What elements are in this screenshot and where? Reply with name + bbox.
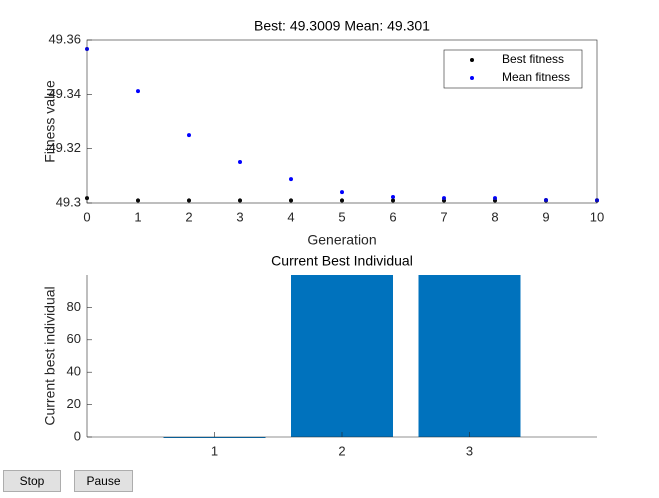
y-axis-label: Current best individual — [42, 286, 58, 425]
x-tick-label: 8 — [491, 209, 498, 224]
x-axis-label: Generation — [307, 232, 376, 248]
y-tick-label: 0 — [74, 428, 81, 443]
data-point — [238, 159, 242, 164]
y-tick-label: 40 — [67, 364, 81, 379]
data-point — [340, 190, 344, 195]
y-tick-label: 49.36 — [48, 31, 81, 46]
x-tick-label: 7 — [440, 209, 447, 224]
x-tick-label: 4 — [287, 209, 294, 224]
legend-marker — [470, 58, 474, 62]
x-tick-label: 3 — [466, 443, 473, 458]
x-axis-label: Number of variables (3) — [269, 466, 415, 468]
bar — [291, 275, 393, 437]
pause-button[interactable]: Pause — [74, 470, 133, 492]
y-tick-label: 20 — [67, 396, 81, 411]
data-point — [289, 177, 293, 182]
bar — [418, 275, 521, 437]
data-point — [136, 89, 140, 94]
y-tick-label: 49.32 — [48, 140, 81, 155]
data-point — [391, 195, 395, 200]
legend-entry: Best fitness — [502, 52, 564, 66]
y-axis-label: Fitness value — [42, 80, 58, 163]
x-tick-label: 1 — [211, 443, 218, 458]
x-tick-label: 5 — [338, 209, 345, 224]
legend-marker — [470, 76, 474, 80]
data-point — [187, 133, 191, 138]
x-tick-label: 3 — [236, 209, 243, 224]
legend-box — [443, 49, 583, 89]
x-tick-label: 6 — [389, 209, 396, 224]
x-tick-label: 10 — [590, 209, 604, 224]
x-tick-label: 0 — [83, 209, 90, 224]
x-tick-label: 1 — [134, 209, 141, 224]
stop-button[interactable]: Stop — [3, 470, 61, 492]
chart-title: Current Best Individual — [271, 253, 413, 269]
chart-title: Best: 49.3009 Mean: 49.301 — [254, 18, 430, 34]
y-tick-label: 80 — [67, 299, 81, 314]
x-tick-label: 9 — [542, 209, 549, 224]
legend-entry: Mean fitness — [502, 70, 570, 84]
x-tick-label: 2 — [185, 209, 192, 224]
figure: Best: 49.3009 Mean: 49.301 Generation Fitn… — [42, 18, 605, 468]
y-tick-label: 49.3 — [56, 194, 81, 209]
x-tick-label: 2 — [338, 443, 345, 458]
y-tick-label: 49.34 — [48, 86, 81, 101]
bar — [163, 437, 266, 438]
y-tick-label: 60 — [67, 331, 81, 346]
